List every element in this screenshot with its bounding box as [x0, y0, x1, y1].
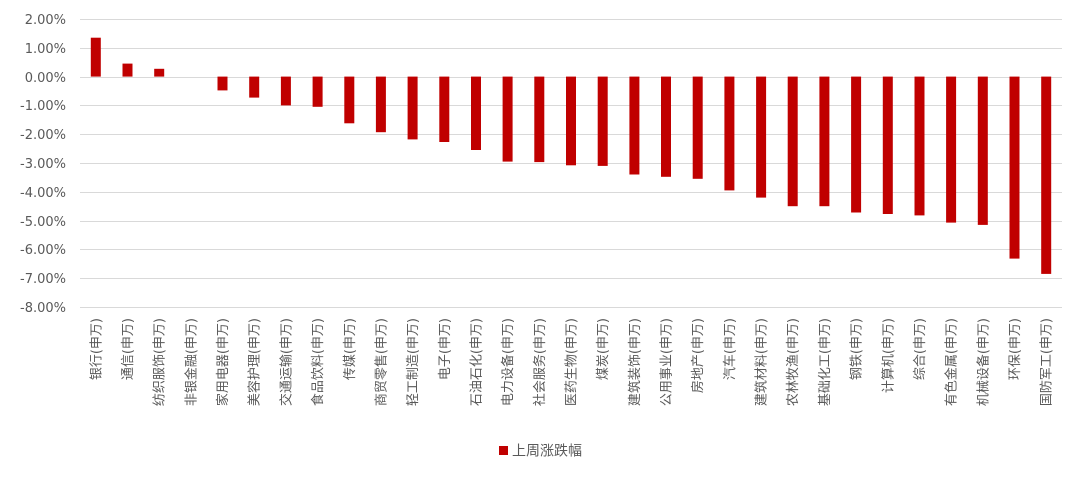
bar	[439, 76, 450, 142]
bar	[756, 76, 767, 198]
bar	[977, 76, 988, 225]
bars	[90, 37, 1052, 274]
x-category-label: 纺织服饰(申万)	[153, 318, 168, 406]
bar	[122, 63, 133, 77]
y-tick-label: 0.00%	[25, 71, 66, 86]
bar	[471, 76, 481, 150]
x-category-label: 家用电器(申万)	[215, 318, 231, 406]
y-tick-label: -5.00%	[20, 215, 66, 230]
x-category-label: 环保(申万)	[1008, 318, 1023, 380]
x-category-label: 煤炭(申万)	[596, 318, 611, 380]
bar	[787, 76, 798, 207]
legend: 上周涨跌幅	[499, 444, 582, 460]
x-category-label: 美容护理(申万)	[247, 318, 263, 406]
bar	[597, 76, 608, 166]
bar	[90, 37, 101, 77]
bar	[407, 76, 418, 140]
bar	[502, 76, 513, 162]
x-category-label: 汽车(申万)	[722, 318, 738, 380]
y-tick-label: -7.00%	[20, 272, 66, 287]
y-tick-label: -4.00%	[20, 186, 66, 201]
x-category-label: 轻工制造(申万)	[406, 318, 421, 406]
bar	[534, 76, 545, 163]
bar	[280, 76, 291, 106]
bar	[375, 76, 386, 133]
x-axis-category-labels: 银行(申万) 通信(申万) 纺织服饰(申万) 非银金融(申万) 家用电器(申万) 美容护理…	[89, 318, 1054, 406]
x-category-label: 农林牧渔(申万)	[786, 318, 801, 406]
x-category-label: 有色金属(申万)	[944, 318, 960, 406]
bar	[819, 76, 830, 207]
x-category-label: 社会服务(申万)	[532, 318, 548, 406]
y-axis-tick-labels: 2.00% 1.00% 0.00% -1.00% -2.00% -3.00% -4.00% -…	[20, 13, 66, 316]
x-category-label: 石油石化(申万)	[470, 318, 485, 406]
bar	[914, 76, 925, 216]
y-tick-label: -8.00%	[20, 301, 66, 316]
bar	[344, 76, 355, 124]
bar	[946, 76, 957, 223]
bar	[566, 76, 576, 166]
bar	[882, 76, 893, 214]
x-category-label: 食品饮料(申万)	[310, 318, 326, 406]
bar	[692, 76, 703, 179]
bar	[312, 76, 323, 107]
x-category-label: 商贸零售(申万)	[373, 318, 389, 406]
x-category-label: 综合(申万)	[913, 318, 928, 380]
y-tick-label: 1.00%	[25, 42, 66, 57]
x-category-label: 建筑材料(申万)	[754, 318, 770, 406]
bar	[154, 68, 165, 77]
x-category-label: 交通运输(申万)	[278, 318, 294, 406]
bar	[724, 76, 735, 191]
x-category-label: 基础化工(申万)	[818, 318, 833, 406]
x-category-label: 公用事业(申万)	[660, 318, 675, 406]
x-category-label: 通信(申万)	[121, 318, 136, 380]
x-category-label: 电子(申万)	[438, 318, 453, 380]
x-category-label: 机械设备(申万)	[975, 318, 991, 406]
bar	[1009, 76, 1020, 259]
x-category-label: 医药生物(申万)	[565, 318, 580, 406]
y-tick-label: -2.00%	[20, 128, 66, 143]
x-category-label: 非银金融(申万)	[183, 318, 199, 406]
x-category-label: 建筑装饰(申万)	[627, 318, 643, 406]
bar	[217, 76, 228, 91]
x-category-label: 钢铁(申万)	[850, 318, 865, 380]
x-category-label: 计算机(申万)	[881, 318, 896, 393]
legend-label: 上周涨跌幅	[512, 444, 582, 460]
bar	[249, 76, 260, 98]
bar	[1041, 76, 1052, 274]
legend-swatch	[499, 446, 508, 455]
bar	[629, 76, 640, 175]
x-category-label: 银行(申万)	[89, 318, 104, 380]
y-tick-label: -6.00%	[20, 243, 66, 258]
y-tick-label: -1.00%	[20, 99, 66, 114]
x-category-label: 房地产(申万)	[690, 318, 706, 393]
x-category-label: 电力设备(申万)	[500, 318, 516, 406]
y-tick-label: 2.00%	[25, 13, 66, 28]
y-tick-label: -3.00%	[20, 157, 66, 172]
x-category-label: 国防军工(申万)	[1039, 318, 1055, 406]
bar	[661, 76, 671, 177]
bar	[851, 76, 862, 213]
x-category-label: 传媒(申万)	[343, 318, 358, 380]
